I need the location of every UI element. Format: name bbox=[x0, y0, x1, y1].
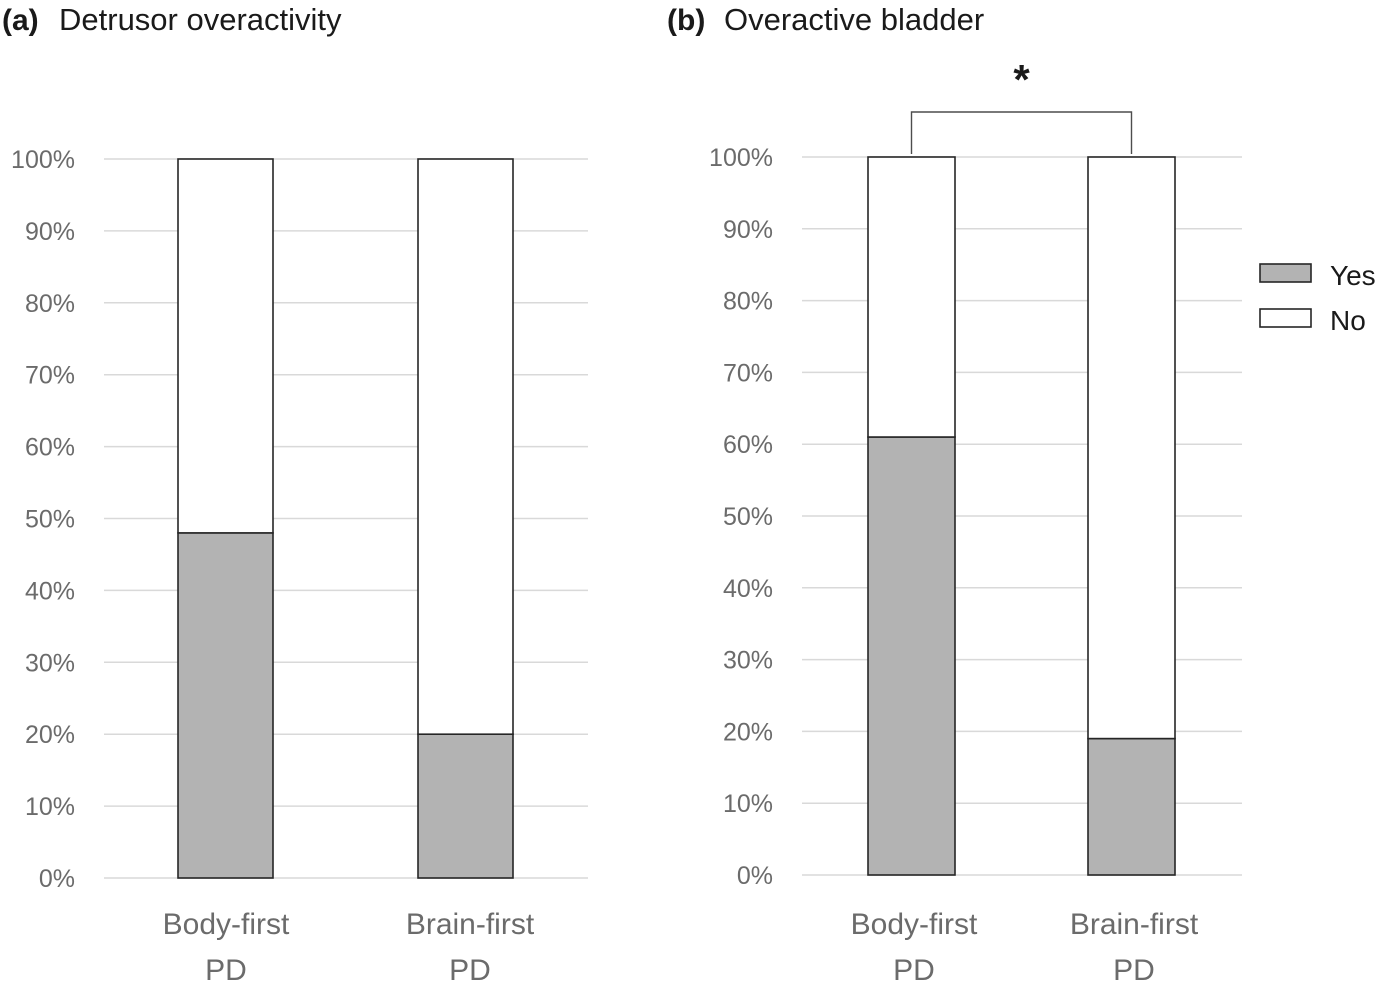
y-tick-label: 0% bbox=[737, 862, 773, 890]
y-tick-label: 60% bbox=[25, 434, 75, 462]
chart-title: Detrusor overactivity bbox=[59, 2, 342, 37]
y-tick-label: 100% bbox=[709, 144, 773, 172]
bar-yes-2 bbox=[1087, 737, 1176, 876]
y-tick-label: 50% bbox=[25, 506, 75, 534]
category-label: Body-first PD bbox=[851, 908, 978, 987]
bar-yes-1 bbox=[177, 532, 274, 879]
y-tick-label: 80% bbox=[723, 288, 773, 316]
y-tick-label: 30% bbox=[723, 647, 773, 675]
y-tick-label: 10% bbox=[723, 790, 773, 818]
panel-a: (a) Detrusor overactivity 0% 10% 20% 30% 40% 50… bbox=[2, 2, 588, 987]
bar-no-1 bbox=[177, 158, 274, 534]
y-tick-label: 30% bbox=[25, 649, 75, 677]
bar-no-2 bbox=[1087, 156, 1176, 740]
y-tick-label: 60% bbox=[723, 431, 773, 459]
y-tick-label: 0% bbox=[39, 865, 75, 893]
y-tick-label: 70% bbox=[723, 359, 773, 387]
bar-yes-2 bbox=[417, 733, 514, 879]
significance-bracket bbox=[910, 111, 1133, 154]
y-tick-label: 90% bbox=[723, 216, 773, 244]
legend-label: Yes bbox=[1330, 260, 1376, 291]
category-label: Brain-first PD bbox=[1070, 908, 1199, 987]
bar-no-2 bbox=[417, 158, 514, 736]
panel-label: (b) bbox=[667, 4, 705, 37]
panel-label: (a) bbox=[2, 4, 39, 37]
significance-marker: * bbox=[1013, 56, 1030, 103]
y-tick-label: 70% bbox=[25, 362, 75, 390]
legend-swatch-no bbox=[1259, 308, 1312, 328]
y-tick-label: 80% bbox=[25, 290, 75, 318]
legend: Yes No bbox=[1259, 260, 1376, 336]
y-tick-label: 40% bbox=[25, 577, 75, 605]
chart-title: Overactive bladder bbox=[724, 2, 984, 37]
y-tick-label: 10% bbox=[25, 793, 75, 821]
y-tick-label: 40% bbox=[723, 575, 773, 603]
panel-b: (b) Overactive bladder 0% 10% 20% 30% 40% 50% 60… bbox=[667, 2, 1242, 987]
y-tick-label: 50% bbox=[723, 503, 773, 531]
y-tick-label: 100% bbox=[11, 146, 75, 174]
bar-yes-1 bbox=[867, 436, 956, 876]
y-tick-label: 20% bbox=[25, 721, 75, 749]
legend-swatch-yes bbox=[1259, 263, 1312, 283]
bar-no-1 bbox=[867, 156, 956, 438]
y-tick-label: 90% bbox=[25, 218, 75, 246]
y-tick-label: 20% bbox=[723, 718, 773, 746]
category-label: Body-first PD bbox=[163, 908, 290, 987]
legend-label: No bbox=[1330, 305, 1366, 336]
category-label: Brain-first PD bbox=[406, 908, 535, 987]
